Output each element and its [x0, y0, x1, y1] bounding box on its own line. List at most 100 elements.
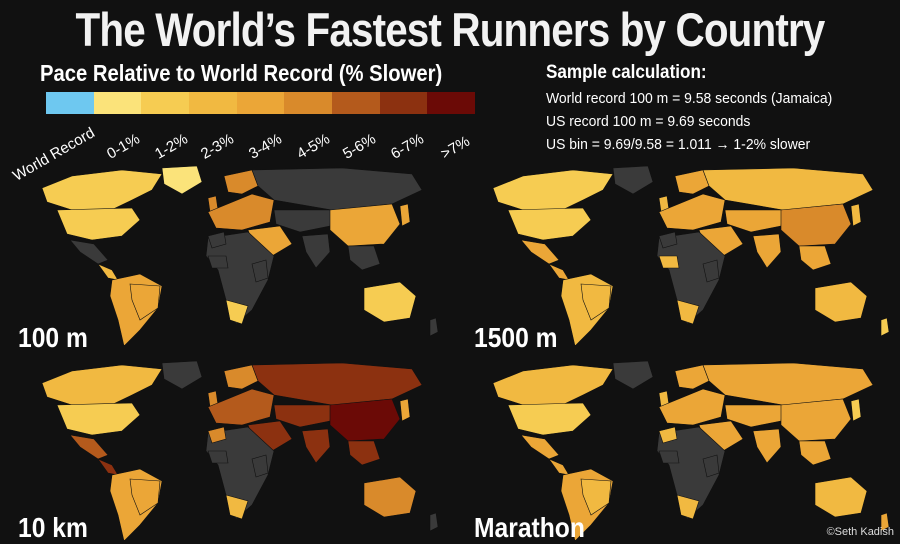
- region-us: [507, 207, 592, 241]
- legend-swatch-4: [236, 92, 285, 114]
- world-map: [492, 360, 890, 540]
- region-russia: [702, 167, 874, 211]
- region-greenland: [612, 165, 654, 195]
- region-scand: [223, 364, 259, 390]
- legend-swatch-8: [427, 92, 476, 114]
- region-australia: [814, 281, 868, 323]
- region-na: [492, 169, 614, 213]
- region-scand: [674, 364, 710, 390]
- region-south-africa: [676, 494, 700, 520]
- region-mexico: [69, 434, 109, 460]
- region-brazil: [580, 283, 612, 321]
- legend-swatch-6: [332, 92, 380, 114]
- region-central-asia: [273, 209, 333, 233]
- region-central: [97, 263, 119, 281]
- map-panel-1500m: [463, 160, 900, 345]
- region-central: [97, 458, 119, 476]
- region-europe: [658, 193, 726, 231]
- sample-heading: Sample calculation:: [546, 62, 707, 83]
- region-china: [329, 398, 401, 442]
- credit: ©Seth Kadish: [826, 526, 894, 538]
- legend-label-7: 6-7%: [388, 130, 427, 163]
- legend-label-5: 4-5%: [294, 130, 333, 163]
- region-nz: [880, 512, 890, 532]
- legend-swatch-0: [46, 92, 94, 114]
- panel-label-100m: 100 m: [18, 322, 88, 353]
- region-us: [507, 402, 592, 436]
- region-greenland: [612, 360, 654, 390]
- region-morocco: [207, 426, 227, 444]
- region-japan: [399, 398, 411, 422]
- region-nz: [429, 317, 439, 337]
- region-se-asia: [798, 440, 832, 466]
- region-west-africa: [658, 450, 680, 464]
- region-morocco: [658, 426, 678, 444]
- legend-label-6: 5-6%: [340, 130, 379, 163]
- legend-label-4: 3-4%: [246, 130, 285, 163]
- region-china: [329, 203, 401, 247]
- sample-line-1: World record 100 m = 9.58 seconds (Jamai…: [546, 90, 833, 107]
- region-australia: [363, 476, 417, 518]
- region-greenland: [161, 360, 203, 390]
- panel-label-10km: 10 km: [18, 512, 88, 543]
- legend-swatch-2: [141, 92, 190, 114]
- sample-calculation: Sample calculation: World record 100 m =…: [546, 62, 854, 159]
- region-japan: [850, 203, 862, 227]
- world-map: [41, 360, 439, 540]
- region-russia: [251, 362, 423, 406]
- region-na: [492, 364, 614, 408]
- world-map: [492, 165, 890, 345]
- region-se-asia: [347, 245, 381, 271]
- region-east-africa: [702, 259, 720, 283]
- region-russia: [702, 362, 874, 406]
- legend-title: Pace Relative to World Record (% Slower): [40, 60, 443, 86]
- region-brazil: [129, 283, 161, 321]
- region-na: [41, 364, 163, 408]
- region-central-asia: [273, 404, 333, 428]
- region-central-asia: [724, 209, 784, 233]
- region-india: [752, 428, 782, 464]
- sample-line-3: US bin = 9.69/9.58 = 1.011 → 1-2% slower: [546, 136, 811, 153]
- region-na: [41, 169, 163, 213]
- region-us: [56, 402, 141, 436]
- panel-label-1500m: 1500 m: [474, 322, 558, 353]
- legend-label-8: >7%: [438, 132, 473, 163]
- region-mexico: [520, 434, 560, 460]
- region-europe: [207, 193, 275, 231]
- region-se-asia: [798, 245, 832, 271]
- region-australia: [363, 281, 417, 323]
- map-panel-10km: [12, 355, 452, 540]
- region-india: [301, 428, 331, 464]
- map-panel-marathon: [463, 355, 900, 540]
- region-morocco: [207, 231, 227, 249]
- region-us: [56, 207, 141, 241]
- map-panel-100m: [12, 160, 452, 345]
- region-morocco: [658, 231, 678, 249]
- region-nz: [880, 317, 890, 337]
- legend-color-scale: [46, 92, 476, 114]
- region-mexico: [69, 239, 109, 265]
- region-india: [301, 233, 331, 269]
- region-australia: [814, 476, 868, 518]
- legend-label-3: 2-3%: [198, 130, 237, 163]
- region-south-africa: [225, 494, 249, 520]
- region-west-africa: [207, 255, 229, 269]
- region-greenland: [161, 165, 203, 195]
- region-japan: [850, 398, 862, 422]
- region-russia: [251, 167, 423, 211]
- panel-label-marathon: Marathon: [474, 512, 585, 543]
- region-europe: [207, 388, 275, 426]
- region-india: [752, 233, 782, 269]
- region-japan: [399, 203, 411, 227]
- region-east-africa: [251, 259, 269, 283]
- region-brazil: [580, 478, 612, 516]
- region-central: [548, 263, 570, 281]
- legend-label-2: 1-2%: [152, 130, 191, 163]
- legend-swatch-7: [379, 92, 428, 114]
- region-nz: [429, 512, 439, 532]
- region-central-asia: [724, 404, 784, 428]
- region-east-africa: [702, 454, 720, 478]
- world-map: [41, 165, 439, 345]
- region-mexico: [520, 239, 560, 265]
- region-south-africa: [225, 299, 249, 325]
